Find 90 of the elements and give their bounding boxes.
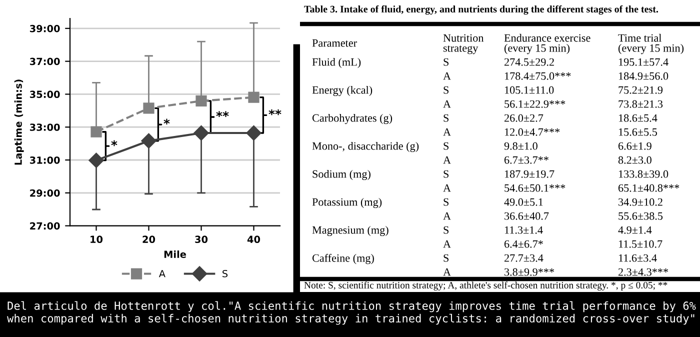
text: 15.6±5.5 bbox=[618, 128, 657, 136]
text: Note: S, scientific nutrition strategy; A, athlete's self-chosen nutrition strategy. *, p ≤ 0.05; ** bbox=[304, 282, 668, 290]
point bbox=[246, 125, 262, 141]
text: 56.1±22.9*** bbox=[504, 100, 566, 108]
text: S bbox=[444, 58, 448, 66]
y-tick-label: 27:00 bbox=[30, 222, 60, 230]
text: 105.1±11.0 bbox=[504, 86, 554, 94]
x-tick-label: 10 bbox=[90, 236, 103, 244]
text: S bbox=[444, 170, 448, 178]
y-tick-label: 37:00 bbox=[30, 58, 60, 66]
text: 4.9±1.4 bbox=[618, 226, 652, 234]
x-tick-label: 30 bbox=[195, 236, 208, 244]
text: Nutrition strategy bbox=[443, 34, 484, 54]
text: Time trial (every 15 min) bbox=[618, 34, 684, 54]
text: S bbox=[444, 142, 448, 150]
text: Caffeine (mg) bbox=[312, 254, 374, 264]
text: 26.0±2.7 bbox=[504, 114, 544, 122]
text: 49.0±5.1 bbox=[504, 198, 543, 206]
text: A bbox=[443, 72, 451, 80]
text: 9.8±1.0 bbox=[504, 142, 538, 150]
text: Endurance exercise (every 15 min) bbox=[504, 34, 590, 54]
text: A bbox=[443, 100, 451, 108]
text: 18.6±5.4 bbox=[618, 114, 658, 122]
text: S bbox=[444, 254, 448, 262]
annotation: ** bbox=[216, 111, 229, 117]
text: S bbox=[444, 198, 448, 206]
text: S bbox=[444, 226, 448, 234]
text: 274.5±29.2 bbox=[504, 58, 554, 66]
text: 2.3±4.3*** bbox=[618, 268, 668, 276]
text: 73.8±21.3 bbox=[618, 100, 663, 108]
point bbox=[90, 126, 102, 138]
text: 195.1±57.4 bbox=[618, 58, 668, 66]
annotation: ** bbox=[268, 109, 282, 116]
text: 11.5±10.7 bbox=[618, 240, 662, 248]
text: 34.9±10.2 bbox=[618, 198, 662, 206]
y-tick-label: 29:00 bbox=[30, 189, 60, 197]
legend-label: S bbox=[222, 270, 228, 278]
text: S bbox=[444, 86, 448, 94]
text: 75.2±21.9 bbox=[618, 86, 663, 94]
point bbox=[143, 102, 154, 114]
text: 184.9±56.0 bbox=[618, 72, 668, 80]
text: Fluid (mL) bbox=[312, 58, 361, 68]
text: 178.4±75.0*** bbox=[504, 72, 571, 80]
text: A bbox=[443, 184, 451, 192]
text: A bbox=[443, 156, 451, 164]
text: Potassium (mg) bbox=[312, 198, 382, 208]
text: 6.6±1.9 bbox=[618, 142, 652, 150]
text: A bbox=[443, 268, 451, 276]
text: 11.3±1.4 bbox=[504, 226, 543, 234]
text: Energy (kcal) bbox=[312, 86, 372, 96]
legend-label: A bbox=[158, 270, 166, 278]
text: Sodium (mg) bbox=[312, 170, 370, 180]
text: Magnesium (mg) bbox=[312, 226, 388, 236]
annotation: * bbox=[164, 118, 170, 125]
text: Mono-, disaccharide (g) bbox=[312, 142, 419, 152]
text: 11.6±3.4 bbox=[618, 254, 657, 262]
text: 12.0±4.7*** bbox=[504, 128, 560, 136]
point bbox=[248, 92, 260, 103]
text: 187.9±19.7 bbox=[504, 170, 554, 178]
text: Table 3. Intake of fluid, energy, and nutrients during the different stages of the test. bbox=[304, 5, 658, 15]
text: 133.8±39.0 bbox=[618, 170, 668, 178]
y-tick-label: 31:00 bbox=[30, 156, 60, 164]
text: 54.6±50.1*** bbox=[504, 184, 566, 192]
text: 36.6±40.7 bbox=[504, 212, 549, 220]
point bbox=[196, 95, 207, 106]
text: 3.8±9.9*** bbox=[504, 268, 554, 276]
y-tick-label: 33:00 bbox=[30, 124, 60, 131]
text: 8.2±3.0 bbox=[618, 156, 652, 164]
text: 65.1±40.8*** bbox=[618, 184, 680, 192]
x-axis-title: Mile bbox=[164, 250, 186, 258]
x-tick-label: 20 bbox=[142, 236, 156, 244]
x-tick-label: 40 bbox=[247, 236, 260, 244]
point bbox=[194, 125, 209, 141]
text: 27.7±3.4 bbox=[504, 254, 544, 262]
y-tick-label: 39:00 bbox=[30, 24, 60, 32]
text: A bbox=[443, 212, 451, 220]
point bbox=[141, 133, 156, 148]
text: S bbox=[444, 114, 448, 122]
annotation: * bbox=[111, 140, 118, 146]
text: 6.7±3.7** bbox=[504, 156, 548, 164]
y-axis-title: Laptime (min:s) bbox=[14, 80, 24, 165]
y-tick-label: 35:00 bbox=[30, 90, 60, 98]
text: 6.4±6.7* bbox=[504, 240, 543, 248]
text: Parameter bbox=[312, 39, 357, 47]
text: 55.6±38.5 bbox=[618, 212, 663, 220]
text: Carbohydrates (g) bbox=[312, 114, 392, 124]
text: A bbox=[443, 128, 451, 136]
text: A bbox=[443, 240, 451, 248]
point bbox=[88, 152, 104, 168]
text: Del articulo de Hottenrott y col."A scientific nutrition strategy improves time trial performance by 6% when compared with a self-chosen nutrition strategy in trained cyclists: a randomized cross-over study" bbox=[7, 301, 696, 325]
